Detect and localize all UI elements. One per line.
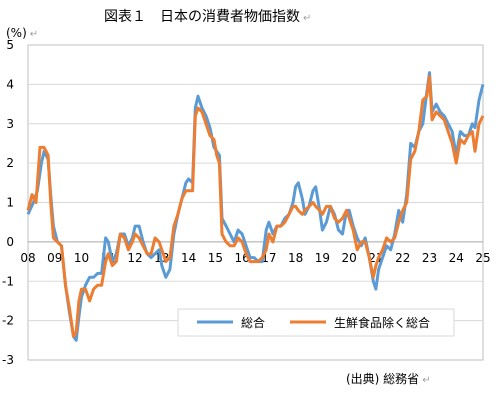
legend-label-0: 総合 [241,315,265,330]
x-tick-label: 14 [181,251,196,265]
series-lines [26,71,485,342]
y-tick-label: 0 [6,235,14,249]
chart-title: 図表１ 日本の消費者物価指数 ↵ [104,6,311,26]
y-axis-unit-text: (%) [6,26,27,40]
y-tick-label: -1 [2,274,14,288]
x-tick-label: 19 [315,251,330,265]
series-line-1 [26,75,485,338]
y-tick-label: 4 [6,77,14,91]
paragraph-mark-icon: ↵ [29,29,39,40]
y-tick-label: -2 [2,314,14,328]
y-tick-label: 2 [6,156,14,170]
legend: 総合 生鮮食品除く総合 [177,308,455,337]
y-tick-label: -3 [2,353,14,367]
y-tick-label: 5 [6,38,14,52]
x-tick-label: 09 [47,251,62,265]
paragraph-mark-icon: ↵ [303,13,312,24]
x-tick-label: 12 [127,251,142,265]
x-tick-label: 20 [342,251,357,265]
paragraph-mark-icon: ↵ [422,375,431,386]
x-tick-label: 10 [74,251,89,265]
x-tick-label: 18 [288,251,303,265]
source-note: (出典) 総務省 ↵ [346,370,431,387]
x-tick-label: 24 [449,251,464,265]
x-tick-label: 25 [475,251,490,265]
x-tick-label: 08 [20,251,35,265]
y-axis-unit-label: (%) ↵ [6,26,38,40]
source-text: (出典) 総務省 [346,372,420,386]
y-axis-ticks: 5 4 3 2 1 0 -1 -2 -3 [2,38,14,367]
y-tick-label: 1 [6,196,14,210]
legend-label-1: 生鮮食品除く総合 [334,315,430,330]
x-tick-label: 15 [208,251,223,265]
x-tick-label: 23 [422,251,437,265]
chart-title-text: 図表１ 日本の消費者物価指数 [104,9,300,25]
y-tick-label: 3 [6,117,14,131]
x-tick-label: 22 [395,251,410,265]
